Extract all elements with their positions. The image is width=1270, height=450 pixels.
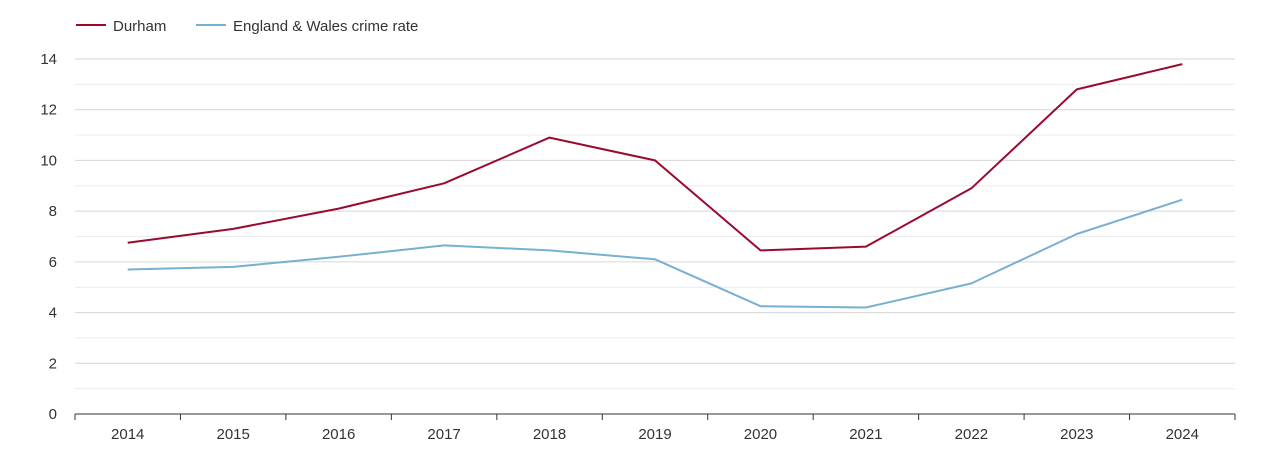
x-tick-label: 2020 xyxy=(744,426,777,443)
x-tick-label: 2023 xyxy=(1060,426,1093,443)
x-tick-label: 2024 xyxy=(1166,426,1199,443)
y-axis: 0 2 4 6 8 10 12 14 xyxy=(40,51,57,423)
legend: Durham England & Wales crime rate xyxy=(76,18,418,35)
x-tick-label: 2018 xyxy=(533,426,566,443)
x-tick-label: 2015 xyxy=(216,426,249,443)
series-group xyxy=(127,63,1183,309)
y-tick-label: 12 xyxy=(40,102,57,119)
legend-label-durham: Durham xyxy=(113,18,166,35)
y-tick-label: 4 xyxy=(49,305,57,322)
x-tick-label: 2019 xyxy=(638,426,671,443)
y-tick-label: 2 xyxy=(49,355,57,372)
x-tick-label: 2017 xyxy=(427,426,460,443)
y-tick-label: 14 xyxy=(40,51,57,68)
series-line-durham xyxy=(127,63,1183,252)
legend-label-england-wales: England & Wales crime rate xyxy=(233,18,418,35)
series-line-england-wales-crime-rate xyxy=(127,198,1183,309)
x-tick-label: 2014 xyxy=(111,426,144,443)
y-tick-label: 10 xyxy=(40,152,57,169)
x-axis: 2014 2015 2016 2017 2018 2019 2020 2021 2022 2023… xyxy=(74,413,1236,443)
x-tick-label: 2022 xyxy=(955,426,988,443)
x-tick-label: 2016 xyxy=(322,426,355,443)
x-tick-label: 2021 xyxy=(849,426,882,443)
gridlines xyxy=(75,58,1235,390)
y-tick-label: 6 xyxy=(49,254,57,271)
y-tick-label: 8 xyxy=(49,203,57,220)
y-tick-label: 0 xyxy=(49,406,57,423)
